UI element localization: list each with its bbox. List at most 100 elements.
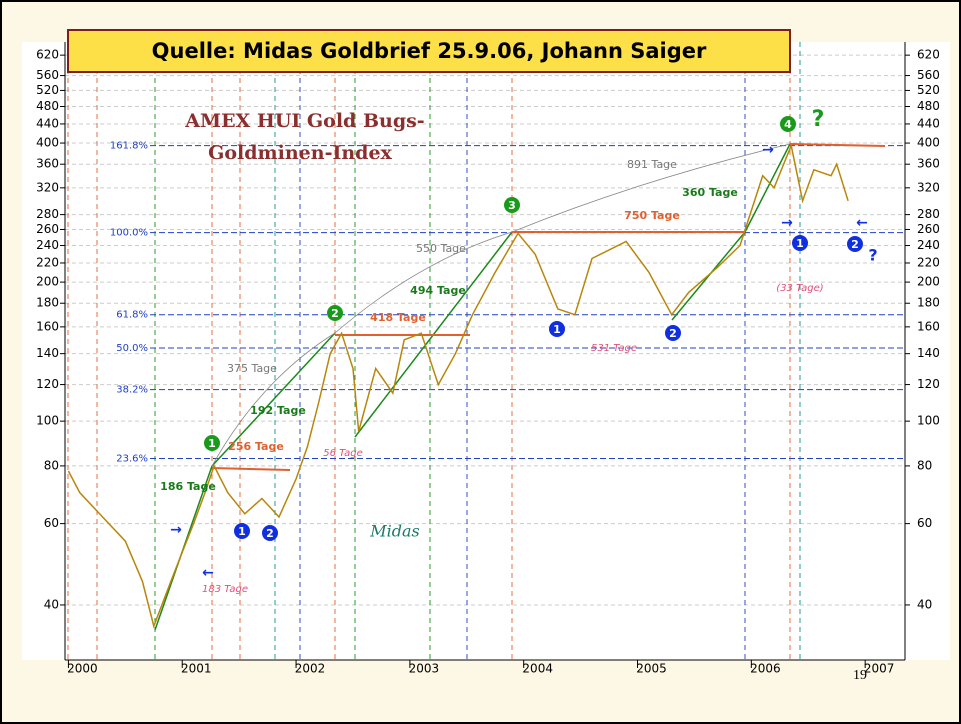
y2-tick-label: 320 [917,180,940,194]
arrow: → [170,522,182,538]
y2-tick-label: 160 [917,319,940,333]
marker-label: 3 [508,199,516,212]
question-mark: ? [868,246,877,265]
annotation: 375 Tage [227,362,277,375]
marker-circle [792,235,808,251]
annotation: 550 Tage [416,242,466,255]
page-number: 19 [853,668,867,683]
y2-tick-label: 560 [917,68,940,82]
x-tick-label: 2004 [522,662,553,676]
marker-label: 1 [208,437,216,450]
y-tick-label: 180 [36,296,59,310]
plot: 161.8% 100.0% 61.8% 50.0% 38.2% 23.6% [65,42,905,660]
trend-line [744,143,791,233]
question-mark: ? [812,107,825,132]
level-label: 161.8% [110,141,148,152]
marker-label: 1 [238,525,246,538]
right-axis-area [905,42,950,660]
y-tick-label: 240 [36,238,59,252]
y-tick-label: 140 [36,346,59,360]
source: Quelle: Midas Goldbrief 25.9.06, Johann … [152,39,707,63]
y2-tick-label: 620 [917,48,940,62]
y-tick-label: 520 [36,83,59,97]
y2-tick-label: 400 [917,136,940,150]
marker-circle [549,321,565,337]
source-box [67,29,791,73]
marker-label: 2 [669,327,677,340]
resistance-line [789,143,886,147]
y2-tick-label: 40 [917,597,932,611]
y2-tick-label: 240 [917,238,940,252]
annotation: 192 Tage [250,404,306,417]
y2-tick-label: 80 [917,458,932,472]
arrow: ← [856,215,868,231]
arrow: ← [202,565,214,581]
chart-title: AMEX HUI Gold Bugs- [184,110,424,132]
marker-circle [204,435,220,451]
arrow: → [762,142,774,158]
y-tick-label: 260 [36,222,59,236]
y-tick-label: 200 [36,275,59,289]
marker-circle [262,525,278,541]
marker-circle [327,305,343,321]
x-label-clip: 2000 [67,662,98,676]
x-tick-label: 2000 [67,662,98,676]
watermark: Midas [369,522,420,541]
annotation: 750 Tage [624,209,680,222]
x-label-clip: 2002 [295,662,326,676]
annotation: 183 Tage [202,584,248,595]
y2-tick-label: 440 [917,116,940,130]
x-tick-label: 2006 [750,662,781,676]
y-tick-label: 480 [36,99,59,113]
y2-tick-label: 480 [917,99,940,113]
marker-label: 2 [851,238,859,251]
y-tick-label: 40 [44,597,59,611]
level-label: 50.0% [116,343,148,354]
annotation: 891 Tage [627,158,677,171]
y2-tick-label: 140 [917,346,940,360]
x-tick-label: 2003 [409,662,440,676]
price-line [67,143,849,629]
annotation: 494 Tage [410,284,466,297]
level-label: 100.0% [110,228,148,239]
y-tick-label: 100 [36,414,59,428]
left-axis-area [22,42,65,660]
marker-circle [234,523,250,539]
y-tick-label: 120 [36,377,59,391]
annotation: 360 Tage [682,186,738,199]
trend-line [211,332,336,467]
y-tick-label: 220 [36,255,59,269]
x-label-clip: 2004 [522,662,553,676]
x-label-clip: 2001 [181,662,212,676]
chart-title: Goldminen-Index [208,142,392,164]
x-label-clip: 2005 [636,662,667,676]
annotation: 256 Tage [228,440,284,453]
marker-circle [780,116,796,132]
x-label-clip: 2007 [864,662,895,676]
annotation: (33 Tage) [776,283,823,294]
level-label: 61.8% [116,310,148,321]
y2-tick-label: 100 [917,414,940,428]
y2-tick-label: 280 [917,207,940,221]
y2-tick-label: 200 [917,275,940,289]
y2-tick-label: 260 [917,222,940,236]
x-tick-label: 2001 [181,662,212,676]
y-tick-label: 360 [36,157,59,171]
x-tick-label: 2002 [295,662,326,676]
y2-tick-label: 120 [917,377,940,391]
marker-circle [847,236,863,252]
marker-circle [665,325,681,341]
y-tick-label: 400 [36,136,59,150]
y-tick-label: 620 [36,48,59,62]
marker-label: 1 [796,237,804,250]
annotation: 186 Tage [160,480,216,493]
arc-line [211,143,791,467]
level-label: 23.6% [116,454,148,465]
y2-tick-label: 360 [917,157,940,171]
annotation: 56 Tage [323,448,363,459]
y-tick-label: 320 [36,180,59,194]
y-tick-label: 440 [36,116,59,130]
y-tick-label: 280 [36,207,59,221]
